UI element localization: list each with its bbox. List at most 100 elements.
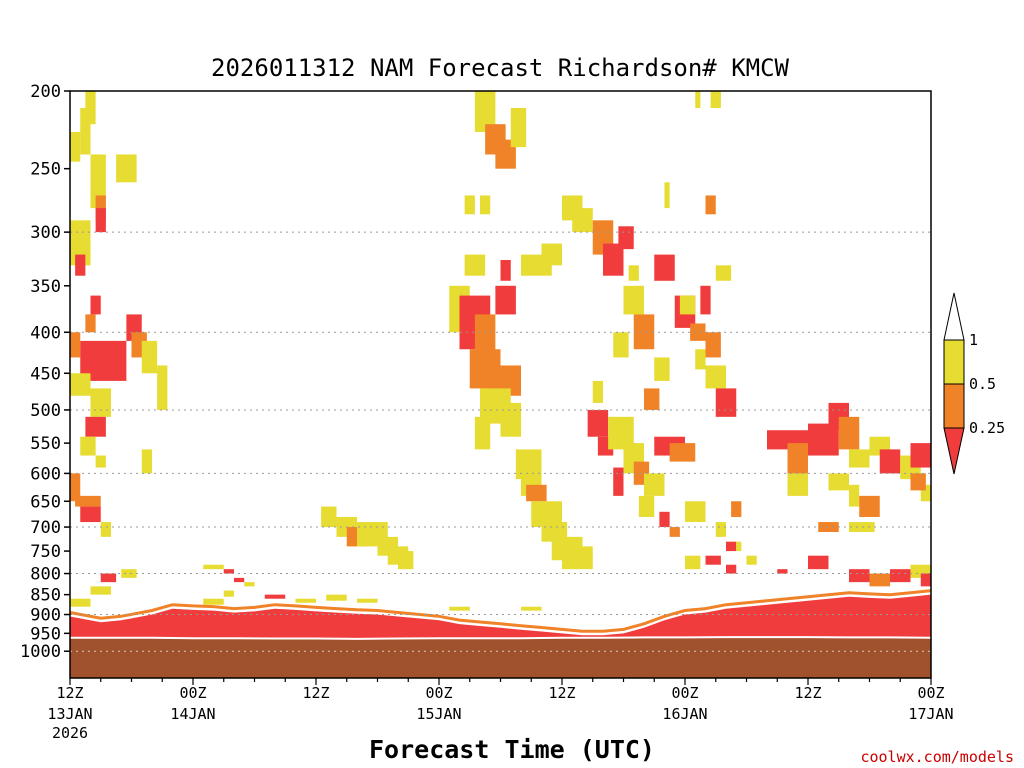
ri-cell [654, 357, 670, 381]
plot-area [69, 90, 932, 679]
ri-cell [849, 484, 860, 507]
ri-cell [100, 573, 117, 583]
ri-cell [659, 511, 670, 528]
ri-cell [726, 541, 737, 552]
ri-cell [80, 436, 96, 456]
x-tick-date: 14JAN [170, 705, 215, 723]
ri-cell [521, 606, 542, 611]
x-tick-date: 15JAN [416, 705, 461, 723]
x-tick-label: 00Z [179, 684, 206, 702]
ri-cell [223, 569, 234, 574]
ri-cell [690, 323, 706, 341]
ri-cell [664, 182, 670, 209]
ri-cell [203, 598, 224, 605]
ri-cell [75, 495, 101, 507]
ri-cell [715, 265, 732, 281]
ri-cell [705, 365, 726, 389]
ri-cell [777, 569, 788, 574]
ri-cell [474, 91, 496, 132]
ri-cell [685, 501, 706, 523]
legend-label: 1 [969, 331, 978, 349]
ri-cell [244, 582, 255, 587]
ri-cell [90, 586, 111, 595]
y-tick-label: 600 [30, 464, 61, 484]
y-tick-label: 950 [30, 624, 61, 644]
ri-cell [80, 107, 91, 155]
ri-cell [100, 522, 111, 537]
ri-cell [849, 522, 875, 532]
x-tick-year: 2026 [52, 724, 88, 742]
ri-cell [638, 495, 655, 517]
chart-title: 2026011312 NAM Forecast Richardson# KMCW [211, 54, 790, 82]
ri-cell [321, 506, 337, 528]
ri-cell [679, 295, 696, 315]
legend-swatch-yellow [943, 339, 965, 385]
y-tick-label: 650 [30, 492, 61, 512]
ri-cell [818, 522, 839, 532]
ri-cell [849, 449, 870, 468]
ri-cell [838, 416, 860, 450]
ri-cell [90, 295, 101, 315]
ri-cell [157, 365, 168, 410]
y-tick-label: 250 [30, 160, 61, 180]
ri-cell [70, 131, 81, 162]
ri-cell [474, 416, 491, 450]
ri-cell [633, 314, 655, 350]
ri-cell [295, 598, 316, 603]
ri-cell [787, 443, 808, 474]
ri-cell [70, 373, 91, 396]
y-tick-label: 500 [30, 401, 61, 421]
ri-cell [90, 388, 111, 417]
ground-area [70, 638, 931, 678]
ground [70, 636, 932, 678]
ri-cell [70, 220, 91, 266]
y-axis: 200 250 300 350 400 450 500 550 600 650 700 750 8008… [20, 82, 70, 662]
ri-cell [449, 606, 470, 611]
legend-label: 0.25 [969, 419, 1005, 437]
ri-cell [731, 501, 742, 517]
ri-cell [705, 195, 716, 215]
x-tick-date: 16JAN [662, 705, 707, 723]
ri-cell [141, 449, 152, 474]
x-tick-date: 17JAN [908, 705, 953, 723]
ri-cell [495, 285, 516, 315]
ri-cell [70, 332, 81, 358]
ri-cell [541, 522, 568, 542]
ri-cell [264, 594, 286, 599]
ri-cell [562, 546, 593, 570]
x-tick-date: 13JAN [47, 705, 92, 723]
ri-cell [70, 473, 81, 502]
legend-swatch-orange [943, 383, 965, 429]
ri-cell [710, 91, 721, 108]
y-tick-label: 800 [30, 565, 61, 585]
y-tick-label: 1000 [20, 642, 61, 662]
ri-cell [920, 573, 931, 587]
surface-line [70, 636, 932, 640]
ri-cell [859, 495, 880, 517]
legend-swatch-high [943, 292, 965, 341]
ri-cell [572, 208, 593, 233]
y-tick-label: 900 [30, 606, 61, 626]
ri-cell [223, 590, 234, 597]
y-tick-label: 400 [30, 323, 61, 343]
ri-cell [613, 332, 629, 358]
ri-cell [715, 522, 726, 537]
ri-cell [85, 314, 96, 333]
x-tick-label: 00Z [425, 684, 452, 702]
ri-cell [541, 243, 562, 266]
ri-cell [398, 551, 414, 570]
ri-cell [85, 416, 106, 437]
ri-cell [85, 91, 96, 125]
ri-cell [95, 195, 106, 221]
ri-cell [474, 314, 496, 358]
legend: 1 0.5 0.25 [943, 292, 1005, 475]
boundary-layer-fringe [69, 589, 932, 633]
ri-cell [644, 388, 660, 410]
y-tick-label: 300 [30, 223, 61, 243]
ri-cell [869, 573, 890, 587]
ri-cell [700, 285, 711, 315]
ri-cell [910, 473, 926, 491]
ri-cell [726, 564, 737, 574]
ri-cell [80, 506, 101, 523]
